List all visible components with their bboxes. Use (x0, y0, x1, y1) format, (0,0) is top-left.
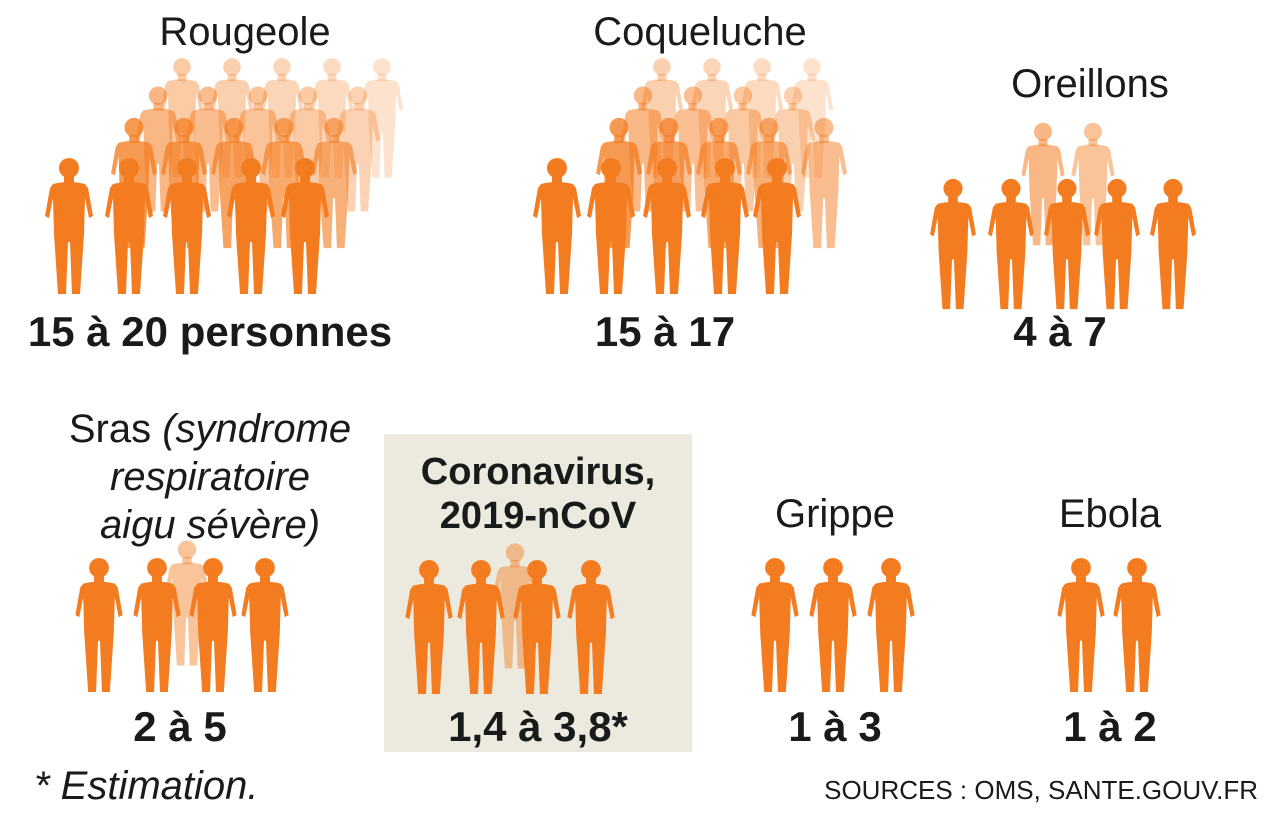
oreillons-person-figure (1150, 178, 1196, 310)
rougeole-person-figure (45, 158, 93, 294)
oreillons-crowd (930, 122, 1196, 310)
rougeole-crowd (45, 58, 404, 294)
oreillons-label: Oreillons (1011, 62, 1169, 106)
coqueluche-person-figure (533, 158, 581, 294)
coqueluche-label: Coqueluche (593, 10, 807, 54)
sras-label-line1-italic: (syndrome (162, 407, 352, 451)
sras-label: Sras (syndrome respiratoire aigu sévère) (30, 405, 390, 549)
oreillons-person-figure (930, 178, 976, 310)
sras-person-figure (75, 557, 123, 693)
sras-crowd (75, 540, 289, 693)
ebola-crowd (1057, 557, 1161, 693)
coronavirus-value: 1,4 à 3,8* (448, 703, 628, 750)
grippe-crowd (751, 557, 915, 693)
grippe-person-figure (751, 557, 799, 693)
coronavirus-crowd (405, 543, 615, 695)
coronavirus-person-figure (567, 559, 615, 695)
grippe-label: Grippe (774, 492, 896, 536)
grippe-person-figure (867, 557, 915, 693)
coqueluche-value: 15 à 17 (594, 308, 736, 355)
coqueluche-crowd (533, 58, 847, 294)
sras-label-line3: aigu sévère) (99, 503, 321, 547)
ebola-value: 1 à 2 (1063, 703, 1157, 750)
coronavirus-label-line2: 2019-nCoV (439, 495, 637, 537)
coronavirus-label-line1: Coronavirus, (420, 451, 656, 493)
rougeole-value: 15 à 20 personnes (27, 308, 393, 355)
coronavirus-label: Coronavirus, 2019-nCoV (384, 450, 692, 538)
oreillons-person-figure (988, 178, 1034, 310)
sources: SOURCES : OMS, SANTE.GOUV.FR (824, 775, 1258, 805)
grippe-person-figure (809, 557, 857, 693)
ebola-person-figure (1057, 557, 1105, 693)
sras-label-line1: Sras (68, 407, 152, 451)
oreillons-value: 4 à 7 (1013, 308, 1107, 355)
footnote: * Estimation. (34, 764, 259, 808)
ebola-label: Ebola (1058, 492, 1162, 536)
sras-value: 2 à 5 (133, 703, 227, 750)
sras-label-line2: respiratoire (109, 455, 311, 499)
sras-person-figure (241, 557, 289, 693)
rougeole-label: Rougeole (159, 10, 331, 54)
grippe-value: 1 à 3 (788, 703, 882, 750)
coronavirus-person-figure (405, 559, 453, 695)
ebola-person-figure (1113, 557, 1161, 693)
